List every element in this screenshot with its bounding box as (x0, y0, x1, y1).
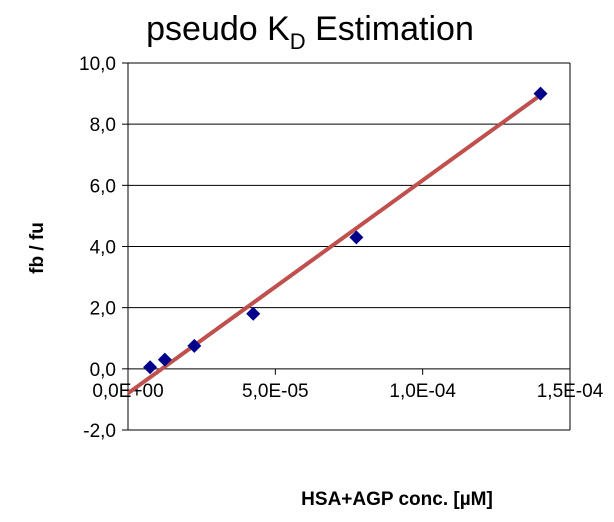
trendline-path (126, 93, 542, 395)
x-tick-label: 5,0E-05 (242, 381, 309, 402)
y-tick-label: 4,0 (90, 238, 116, 259)
y-tick-label: 0,0 (90, 360, 116, 381)
data-point (157, 352, 172, 367)
title-suffix: Estimation (306, 10, 474, 48)
plot-area (127, 63, 571, 430)
data-point (533, 86, 548, 101)
y-tick-label: 10,0 (79, 54, 116, 75)
x-axis-label: HSA+AGP conc. [µM] (301, 489, 493, 510)
x-tick-label: 1,5E-04 (537, 381, 604, 402)
data-point (246, 306, 261, 321)
x-tick-labels: 0,0E+00 5,0E-05 1,0E-04 1,5E-04 (92, 381, 603, 402)
title-subscript: D (290, 29, 306, 54)
gridlines (122, 62, 570, 431)
data-points (143, 86, 548, 375)
y-tick-label: -2,0 (83, 421, 116, 442)
trendline (126, 93, 542, 395)
data-point (143, 360, 158, 375)
chart-title: pseudo KD Estimation (146, 10, 474, 54)
title-main: pseudo K (146, 10, 290, 48)
x-tick-label: 1,0E-04 (389, 381, 456, 402)
y-tick-label: 8,0 (90, 115, 116, 136)
data-point (349, 230, 364, 245)
y-tick-label: 2,0 (90, 299, 116, 320)
y-tick-label: 6,0 (90, 176, 116, 197)
data-point (187, 338, 202, 353)
y-axis-label: fb / fu (27, 222, 48, 274)
y-tick-labels: -2,0 0,0 2,0 4,0 6,0 8,0 10,0 (79, 54, 116, 442)
